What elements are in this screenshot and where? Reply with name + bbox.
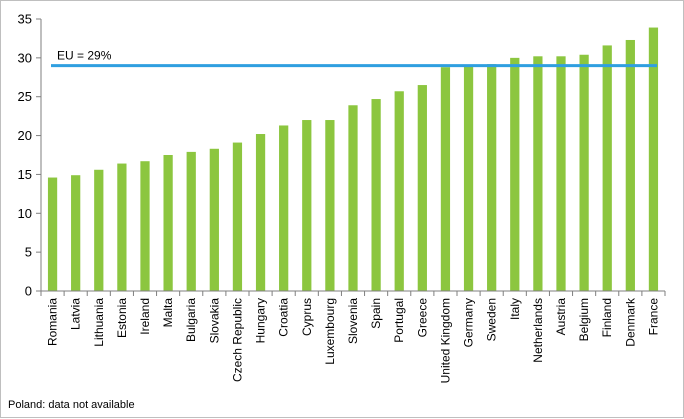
x-tick-label: Germany [462,298,476,347]
x-tick-label: Cyprus [300,298,314,336]
x-tick-label: Bulgaria [184,298,198,342]
bar-austria [556,56,566,291]
x-axis: Romania Latvia Lithuania Estonia Ireland Malt… [40,290,666,383]
x-tick-label: Italy [508,298,522,320]
bar-denmark [625,39,635,292]
x-tick-label: Slovenia [346,298,360,344]
x-tick-label: Hungary [254,298,268,343]
x-tick-label: Denmark [623,297,637,347]
bar-france [648,27,659,291]
bar-slovakia [209,148,219,291]
bars [47,27,659,292]
bar-finland [602,45,612,292]
bar-ireland [140,161,150,291]
bar-latvia [71,175,81,291]
bar-belgium [579,54,589,292]
bar-croatia [279,125,289,292]
bar-luxembourg [325,120,335,292]
x-tick-label: Sweden [485,298,499,341]
eu-average-label: EU = 29% [57,49,112,63]
x-tick-label: United Kingdom [438,298,452,383]
x-tick-label: Lithuania [92,298,106,347]
y-tick-label: 10 [18,206,32,221]
x-tick-label: Luxembourg [323,298,337,365]
x-tick-label: Czech Republic [230,298,244,382]
bar-greece [417,85,427,291]
y-tick-label: 20 [18,128,32,143]
bar-malta [163,155,173,291]
y-tick-label: 35 [18,12,32,27]
y-tick-label: 30 [18,50,32,65]
bar-slovenia [348,105,358,292]
x-tick-label: Malta [161,298,175,328]
bar-united-kingdom [440,67,451,291]
x-tick-label: Netherlands [531,298,545,363]
x-tick-label: France [646,298,660,336]
bar-cyprus [302,120,312,292]
bar-spain [371,99,381,291]
bar-lithuania [94,169,104,291]
bar-germany [463,65,474,291]
bar-italy [510,57,520,291]
x-tick-label: Belgium [577,298,591,341]
bar-netherlands [533,56,543,291]
y-tick-label: 0 [25,284,32,299]
bar-sweden [487,64,497,292]
y-tick-label: 25 [18,89,32,104]
footnote: Poland: data not available [8,399,135,411]
x-tick-label: Greece [415,298,429,338]
x-tick-label: Estonia [115,298,129,338]
y-tick-label: 15 [18,167,32,182]
x-tick-label: Spain [369,298,383,329]
bar-czech-republic [232,142,243,291]
y-axis: 0 5 10 15 20 25 30 35 [18,12,42,299]
x-tick-label: Portugal [392,298,406,343]
y-tick-label: 5 [25,245,32,260]
x-tick-label: Finland [600,298,614,337]
x-tick-label: Latvia [69,298,83,330]
x-tick-label: Slovakia [207,298,221,344]
x-tick-label: Croatia [277,298,291,337]
bar-portugal [394,91,404,291]
bar-romania [47,177,58,291]
x-tick-label: Ireland [138,298,152,335]
x-tick-label: Romania [46,298,60,346]
bar-hungary [255,134,266,291]
reference-line-group: EU = 29% [51,49,657,68]
bar-bulgaria [186,151,196,291]
x-tick-label: Austria [554,298,568,336]
bar-estonia [117,163,127,291]
